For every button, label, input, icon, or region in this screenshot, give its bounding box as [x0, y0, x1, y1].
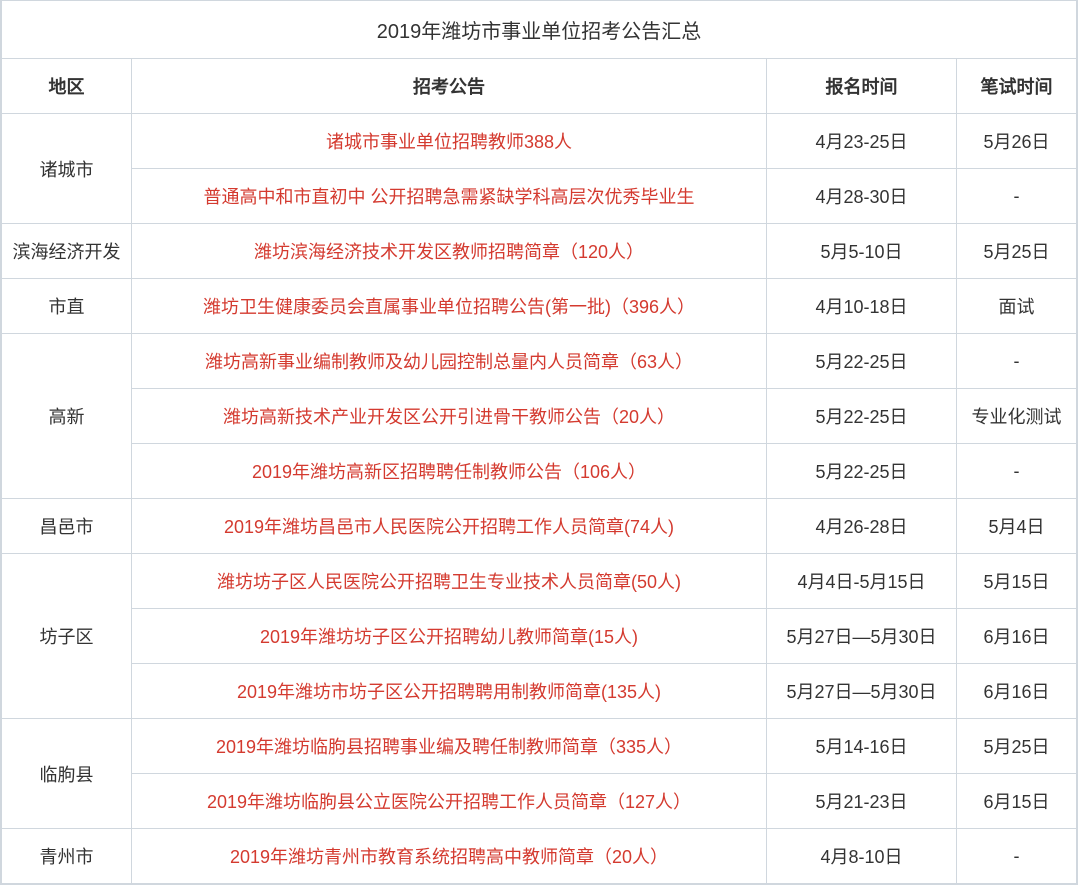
- table-header-row: 地区 招考公告 报名时间 笔试时间: [2, 59, 1077, 114]
- announcement-cell: 诸城市事业单位招聘教师388人: [132, 114, 767, 169]
- table-row: 2019年潍坊临朐县公立医院公开招聘工作人员简章（127人） 5月21-23日6月…: [2, 774, 1077, 829]
- announcement-cell: 潍坊高新技术产业开发区公开引进骨干教师公告（20人）: [132, 389, 767, 444]
- exam-cell: 5月25日: [957, 719, 1077, 774]
- recruitment-table: 2019年潍坊市事业单位招考公告汇总 地区 招考公告 报名时间 笔试时间 诸城市…: [1, 1, 1077, 884]
- announcement-cell: 普通高中和市直初中 公开招聘急需紧缺学科高层次优秀毕业生: [132, 169, 767, 224]
- table-row: 2019年潍坊高新区招聘聘任制教师公告（106人） 5月22-25日-: [2, 444, 1077, 499]
- exam-cell: 6月15日: [957, 774, 1077, 829]
- col-header-exam: 笔试时间: [957, 59, 1077, 114]
- table-row: 高新潍坊高新事业编制教师及幼儿园控制总量内人员简章（63人）5月22-25日-: [2, 334, 1077, 389]
- table-row: 青州市 2019年潍坊青州市教育系统招聘高中教师简章（20人） 4月8-10日-: [2, 829, 1077, 884]
- exam-cell: 5月25日: [957, 224, 1077, 279]
- registration-cell: 5月5-10日: [767, 224, 957, 279]
- exam-cell: -: [957, 444, 1077, 499]
- announcement-link[interactable]: 2019年潍坊临朐县招聘事业编及聘任制教师简章（335人）: [216, 737, 682, 757]
- announcement-cell: 2019年潍坊坊子区公开招聘幼儿教师简章(15人): [132, 609, 767, 664]
- registration-cell: 5月14-16日: [767, 719, 957, 774]
- announcement-link[interactable]: 2019年潍坊昌邑市人民医院公开招聘工作人员简章(74人): [224, 517, 674, 537]
- announcement-link[interactable]: 2019年潍坊高新区招聘聘任制教师公告（106人）: [252, 462, 646, 482]
- announcement-link[interactable]: 潍坊高新事业编制教师及幼儿园控制总量内人员简章（63人）: [205, 352, 693, 372]
- region-cell: 坊子区: [2, 554, 132, 719]
- exam-cell: 6月16日: [957, 664, 1077, 719]
- announcement-link[interactable]: 潍坊坊子区人民医院公开招聘卫生专业技术人员简章(50人): [217, 572, 681, 592]
- registration-cell: 5月22-25日: [767, 444, 957, 499]
- region-cell: 诸城市: [2, 114, 132, 224]
- region-cell: 青州市: [2, 829, 132, 884]
- announcement-link[interactable]: 2019年潍坊临朐县公立医院公开招聘工作人员简章（127人）: [207, 792, 691, 812]
- announcement-link[interactable]: 诸城市事业单位招聘教师388人: [326, 132, 572, 152]
- col-header-announcement: 招考公告: [132, 59, 767, 114]
- region-cell: 高新: [2, 334, 132, 499]
- registration-cell: 4月28-30日: [767, 169, 957, 224]
- region-cell: 昌邑市: [2, 499, 132, 554]
- announcement-link[interactable]: 普通高中和市直初中 公开招聘急需紧缺学科高层次优秀毕业生: [204, 187, 695, 207]
- announcement-cell: 潍坊卫生健康委员会直属事业单位招聘公告(第一批)（396人）: [132, 279, 767, 334]
- announcement-cell: 2019年潍坊临朐县招聘事业编及聘任制教师简章（335人）: [132, 719, 767, 774]
- registration-cell: 4月23-25日: [767, 114, 957, 169]
- table-row: 滨海经济开发 潍坊滨海经济技术开发区教师招聘简章（120人） 5月5-10日5月25…: [2, 224, 1077, 279]
- table-title-row: 2019年潍坊市事业单位招考公告汇总: [2, 1, 1077, 59]
- table-row: 2019年潍坊市坊子区公开招聘聘用制教师简章(135人) 5月27日—5月30日6…: [2, 664, 1077, 719]
- table-row: 市直 潍坊卫生健康委员会直属事业单位招聘公告(第一批)（396人） 4月10-18日…: [2, 279, 1077, 334]
- exam-cell: 5月4日: [957, 499, 1077, 554]
- exam-cell: 5月26日: [957, 114, 1077, 169]
- exam-cell: 专业化测试: [957, 389, 1077, 444]
- exam-cell: 5月15日: [957, 554, 1077, 609]
- table-row: 2019年潍坊坊子区公开招聘幼儿教师简章(15人) 5月27日—5月30日6月16…: [2, 609, 1077, 664]
- announcement-cell: 潍坊高新事业编制教师及幼儿园控制总量内人员简章（63人）: [132, 334, 767, 389]
- announcement-cell: 2019年潍坊青州市教育系统招聘高中教师简章（20人）: [132, 829, 767, 884]
- registration-cell: 4月4日-5月15日: [767, 554, 957, 609]
- exam-cell: 6月16日: [957, 609, 1077, 664]
- announcement-cell: 潍坊坊子区人民医院公开招聘卫生专业技术人员简章(50人): [132, 554, 767, 609]
- announcement-cell: 2019年潍坊市坊子区公开招聘聘用制教师简章(135人): [132, 664, 767, 719]
- registration-cell: 5月21-23日: [767, 774, 957, 829]
- registration-cell: 4月26-28日: [767, 499, 957, 554]
- table-container: 2019年潍坊市事业单位招考公告汇总 地区 招考公告 报名时间 笔试时间 诸城市…: [0, 0, 1078, 885]
- region-cell: 临朐县: [2, 719, 132, 829]
- registration-cell: 4月8-10日: [767, 829, 957, 884]
- announcement-cell: 2019年潍坊昌邑市人民医院公开招聘工作人员简章(74人): [132, 499, 767, 554]
- table-row: 坊子区潍坊坊子区人民医院公开招聘卫生专业技术人员简章(50人)4月4日-5月15…: [2, 554, 1077, 609]
- exam-cell: -: [957, 169, 1077, 224]
- announcement-link[interactable]: 2019年潍坊坊子区公开招聘幼儿教师简章(15人): [260, 627, 638, 647]
- col-header-region: 地区: [2, 59, 132, 114]
- announcement-link[interactable]: 潍坊滨海经济技术开发区教师招聘简章（120人）: [254, 242, 644, 262]
- region-cell: 市直: [2, 279, 132, 334]
- exam-cell: 面试: [957, 279, 1077, 334]
- announcement-link[interactable]: 潍坊卫生健康委员会直属事业单位招聘公告(第一批)（396人）: [203, 297, 695, 317]
- registration-cell: 4月10-18日: [767, 279, 957, 334]
- announcement-link[interactable]: 2019年潍坊青州市教育系统招聘高中教师简章（20人）: [230, 847, 668, 867]
- table-row: 昌邑市 2019年潍坊昌邑市人民医院公开招聘工作人员简章(74人) 4月26-28日…: [2, 499, 1077, 554]
- registration-cell: 5月22-25日: [767, 334, 957, 389]
- announcement-link[interactable]: 潍坊高新技术产业开发区公开引进骨干教师公告（20人）: [223, 407, 675, 427]
- registration-cell: 5月27日—5月30日: [767, 609, 957, 664]
- announcement-cell: 2019年潍坊临朐县公立医院公开招聘工作人员简章（127人）: [132, 774, 767, 829]
- registration-cell: 5月27日—5月30日: [767, 664, 957, 719]
- table-row: 临朐县2019年潍坊临朐县招聘事业编及聘任制教师简章（335人）5月14-16日…: [2, 719, 1077, 774]
- region-cell: 滨海经济开发: [2, 224, 132, 279]
- exam-cell: -: [957, 334, 1077, 389]
- announcement-link[interactable]: 2019年潍坊市坊子区公开招聘聘用制教师简章(135人): [237, 682, 661, 702]
- col-header-registration: 报名时间: [767, 59, 957, 114]
- announcement-cell: 2019年潍坊高新区招聘聘任制教师公告（106人）: [132, 444, 767, 499]
- announcement-cell: 潍坊滨海经济技术开发区教师招聘简章（120人）: [132, 224, 767, 279]
- table-row: 普通高中和市直初中 公开招聘急需紧缺学科高层次优秀毕业生 4月28-30日-: [2, 169, 1077, 224]
- registration-cell: 5月22-25日: [767, 389, 957, 444]
- exam-cell: -: [957, 829, 1077, 884]
- table-row: 诸城市诸城市事业单位招聘教师388人4月23-25日5月26日: [2, 114, 1077, 169]
- table-row: 潍坊高新技术产业开发区公开引进骨干教师公告（20人） 5月22-25日专业化测试: [2, 389, 1077, 444]
- table-title: 2019年潍坊市事业单位招考公告汇总: [2, 1, 1077, 59]
